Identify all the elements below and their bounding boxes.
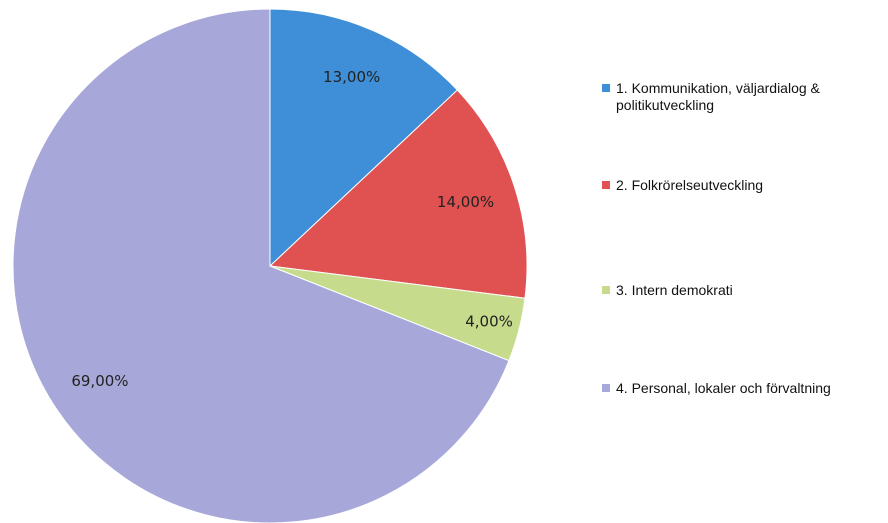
- legend-entry: 1. Kommunikation, väljardialog & politik…: [602, 80, 888, 114]
- legend-swatch: [602, 84, 610, 92]
- pie-slice: [268, 89, 528, 299]
- legend-swatch: [602, 384, 610, 392]
- data-label: 4,00%: [465, 313, 513, 331]
- pie-slice: [269, 8, 459, 268]
- pie-slice: [12, 8, 510, 523]
- legend-entry: 2. Folkrörelseutveckling: [602, 177, 888, 194]
- data-label: 69,00%: [71, 372, 128, 390]
- legend-label: 2. Folkrörelseutveckling: [616, 177, 764, 193]
- data-label: 14,00%: [437, 193, 494, 211]
- legend-entry: 3. Intern demokrati: [602, 282, 888, 299]
- legend-label: 1. Kommunikation, väljardialog & politik…: [616, 80, 820, 113]
- legend-swatch: [602, 286, 610, 294]
- legend-label: 4. Personal, lokaler och förvaltning: [616, 380, 831, 396]
- legend-swatch: [602, 181, 610, 189]
- legend-label: 3. Intern demokrati: [616, 282, 733, 298]
- legend-entry: 4. Personal, lokaler och förvaltning: [602, 380, 888, 397]
- data-label: 13,00%: [323, 68, 380, 86]
